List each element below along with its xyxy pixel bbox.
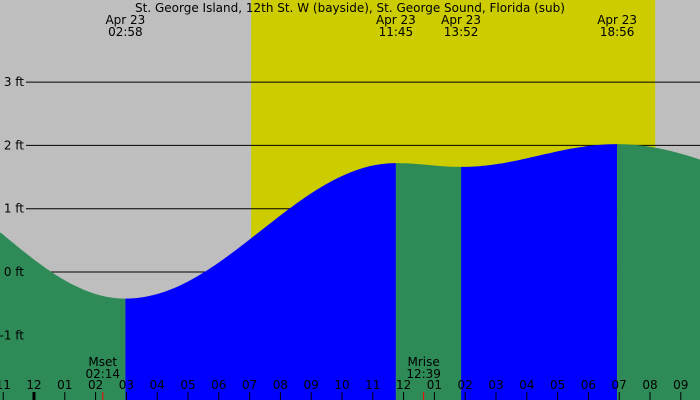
y-axis: 3 ft 2 ft 1 ft 0 ft -1 ft bbox=[0, 75, 24, 342]
y-tick-label: 0 ft bbox=[4, 265, 24, 279]
x-tick-label: 09 bbox=[673, 378, 688, 392]
extremum-date: Apr 23 bbox=[441, 13, 481, 27]
x-tick-label: 08 bbox=[273, 378, 288, 392]
x-tick-label: 09 bbox=[304, 378, 319, 392]
x-tick-label: 02 bbox=[88, 378, 103, 392]
moon-event-label: Mrise bbox=[407, 355, 439, 369]
x-tick-label: 01 bbox=[427, 378, 442, 392]
falling-tide-segment bbox=[0, 232, 126, 400]
x-tick-label: 04 bbox=[519, 378, 534, 392]
x-axis: 11 12 01 02 03 04 05 06 07 08 09 10 11 12 01 02 03 04 05 06… bbox=[0, 378, 688, 400]
x-tick-label: 12 bbox=[26, 378, 41, 392]
x-tick-label: 06 bbox=[581, 378, 596, 392]
extremum-time: 11:45 bbox=[379, 25, 414, 39]
x-tick-label: 12 bbox=[396, 378, 411, 392]
rising-tide-segment bbox=[461, 144, 618, 400]
x-tick-label: 05 bbox=[180, 378, 195, 392]
moon-event-label: Mset bbox=[88, 355, 117, 369]
y-tick-label: 1 ft bbox=[4, 202, 24, 216]
x-tick-label: 11 bbox=[365, 378, 380, 392]
x-tick-label: 03 bbox=[119, 378, 134, 392]
extremum-time: 02:58 bbox=[108, 25, 143, 39]
x-tick-label: 08 bbox=[642, 378, 657, 392]
extremum-time: 18:56 bbox=[600, 25, 635, 39]
x-tick-label: 07 bbox=[612, 378, 627, 392]
moon-event-time: 02:14 bbox=[85, 367, 120, 381]
falling-tide-segment bbox=[395, 163, 462, 400]
x-tick-label: 03 bbox=[488, 378, 503, 392]
x-tick-label: 02 bbox=[458, 378, 473, 392]
x-tick-label: 07 bbox=[242, 378, 257, 392]
extremum-time: 13:52 bbox=[444, 25, 479, 39]
tide-area bbox=[0, 144, 700, 400]
falling-tide-segment bbox=[617, 144, 700, 400]
x-tick-label: 05 bbox=[550, 378, 565, 392]
y-tick-label: -1 ft bbox=[0, 328, 24, 342]
x-tick-label: 11 bbox=[0, 378, 11, 392]
extremum-date: Apr 23 bbox=[105, 13, 145, 27]
x-tick-label: 10 bbox=[334, 378, 349, 392]
x-tick-label: 01 bbox=[57, 378, 72, 392]
y-tick-label: 2 ft bbox=[4, 138, 24, 152]
x-tick-label: 06 bbox=[211, 378, 226, 392]
extremum-date: Apr 23 bbox=[376, 13, 416, 27]
rising-tide-segment bbox=[125, 163, 396, 400]
extremum-date: Apr 23 bbox=[597, 13, 637, 27]
chart-title: St. George Island, 12th St. W (bayside),… bbox=[135, 1, 565, 15]
y-tick-label: 3 ft bbox=[4, 75, 24, 89]
moon-event-time: 12:39 bbox=[406, 367, 441, 381]
x-tick-label: 04 bbox=[150, 378, 165, 392]
